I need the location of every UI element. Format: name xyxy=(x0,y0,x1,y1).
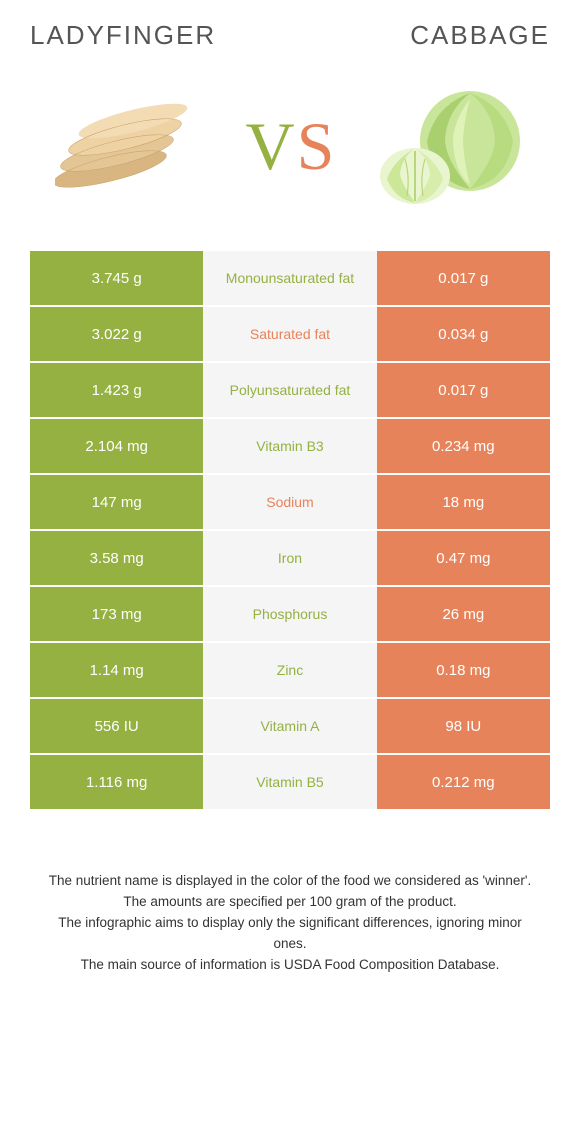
table-row: 3.745 gMonounsaturated fat0.017 g xyxy=(30,251,550,307)
nutrient-label: Polyunsaturated fat xyxy=(203,363,376,419)
left-value: 3.745 g xyxy=(30,251,203,307)
left-value: 2.104 mg xyxy=(30,419,203,475)
right-value: 0.017 g xyxy=(377,251,550,307)
nutrient-label: Vitamin B5 xyxy=(203,755,376,811)
left-value: 147 mg xyxy=(30,475,203,531)
footer-line: The nutrient name is displayed in the co… xyxy=(40,871,540,892)
left-value: 3.58 mg xyxy=(30,531,203,587)
right-value: 0.034 g xyxy=(377,307,550,363)
nutrient-label: Saturated fat xyxy=(203,307,376,363)
left-value: 173 mg xyxy=(30,587,203,643)
table-row: 2.104 mgVitamin B30.234 mg xyxy=(30,419,550,475)
footer-line: The amounts are specified per 100 gram o… xyxy=(40,892,540,913)
left-value: 3.022 g xyxy=(30,307,203,363)
footer-line: The infographic aims to display only the… xyxy=(40,913,540,955)
hero-row: V S xyxy=(30,81,550,211)
table-row: 147 mgSodium18 mg xyxy=(30,475,550,531)
infographic-container: Ladyfinger Cabbage V S xyxy=(0,0,580,996)
vs-label: V S xyxy=(246,112,335,180)
nutrient-label: Iron xyxy=(203,531,376,587)
table-row: 1.116 mgVitamin B50.212 mg xyxy=(30,755,550,811)
vs-v: V xyxy=(246,112,295,180)
right-value: 98 IU xyxy=(377,699,550,755)
table-row: 1.14 mgZinc0.18 mg xyxy=(30,643,550,699)
table-row: 1.423 gPolyunsaturated fat0.017 g xyxy=(30,363,550,419)
right-value: 0.47 mg xyxy=(377,531,550,587)
nutrient-label: Vitamin B3 xyxy=(203,419,376,475)
table-row: 556 IUVitamin A98 IU xyxy=(30,699,550,755)
right-value: 18 mg xyxy=(377,475,550,531)
right-title: Cabbage xyxy=(410,20,550,51)
table-row: 3.58 mgIron0.47 mg xyxy=(30,531,550,587)
footer-line: The main source of information is USDA F… xyxy=(40,955,540,976)
nutrient-label: Phosphorus xyxy=(203,587,376,643)
cabbage-icon xyxy=(375,81,525,211)
table-row: 173 mgPhosphorus26 mg xyxy=(30,587,550,643)
footer-notes: The nutrient name is displayed in the co… xyxy=(30,871,550,976)
nutrient-label: Vitamin A xyxy=(203,699,376,755)
nutrient-label: Monounsaturated fat xyxy=(203,251,376,307)
right-value: 0.017 g xyxy=(377,363,550,419)
ladyfinger-icon xyxy=(55,81,205,211)
left-value: 1.423 g xyxy=(30,363,203,419)
nutrient-label: Zinc xyxy=(203,643,376,699)
right-value: 0.18 mg xyxy=(377,643,550,699)
left-value: 1.14 mg xyxy=(30,643,203,699)
nutrient-label: Sodium xyxy=(203,475,376,531)
titles-row: Ladyfinger Cabbage xyxy=(30,20,550,51)
left-title: Ladyfinger xyxy=(30,20,216,51)
nutrient-table: 3.745 gMonounsaturated fat0.017 g3.022 g… xyxy=(30,251,550,811)
vs-s: S xyxy=(297,112,335,180)
left-value: 1.116 mg xyxy=(30,755,203,811)
table-row: 3.022 gSaturated fat0.034 g xyxy=(30,307,550,363)
right-value: 0.212 mg xyxy=(377,755,550,811)
right-value: 0.234 mg xyxy=(377,419,550,475)
left-value: 556 IU xyxy=(30,699,203,755)
right-value: 26 mg xyxy=(377,587,550,643)
